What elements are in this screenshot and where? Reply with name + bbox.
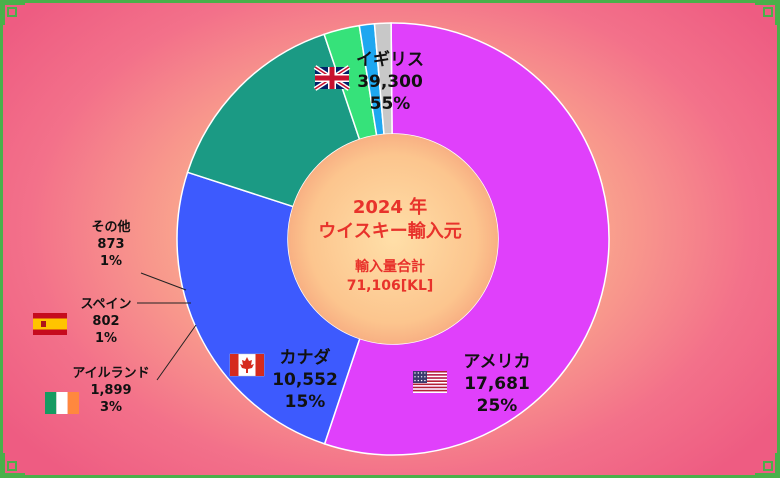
leader-line bbox=[140, 272, 187, 291]
leader-line bbox=[156, 324, 197, 381]
spain-flag-icon bbox=[33, 313, 67, 335]
total-label: 輸入量合計 bbox=[355, 258, 425, 275]
slice-label-percent: 3% bbox=[100, 400, 122, 415]
slice-label-name: アメリカ bbox=[463, 352, 530, 372]
slice-label-value: 873 bbox=[97, 237, 124, 252]
corner-ornament bbox=[3, 3, 25, 25]
slice-label-value: 17,681 bbox=[464, 374, 530, 394]
slice-label-percent: 1% bbox=[100, 254, 122, 269]
corner-ornament bbox=[755, 453, 777, 475]
ireland-flag-icon bbox=[45, 392, 79, 414]
chart-title-line2: ウイスキー輸入元 bbox=[318, 220, 461, 242]
slice-label-percent: 1% bbox=[95, 331, 117, 346]
canada-flag-icon bbox=[229, 353, 265, 377]
slice-label-name: カナダ bbox=[280, 347, 331, 368]
slice-label-name: アイルランド bbox=[72, 366, 149, 381]
us-flag-icon bbox=[413, 371, 447, 393]
slice-label-percent: 15% bbox=[285, 392, 326, 412]
slice-label-value: 802 bbox=[92, 314, 119, 329]
chart-title-line1: 2024 年 bbox=[353, 196, 427, 218]
total-value: 71,106[KL] bbox=[347, 278, 434, 294]
slice-label-name: その他 bbox=[91, 219, 130, 235]
uk-flag-icon bbox=[313, 65, 351, 91]
slice-label-value: 1,899 bbox=[90, 383, 131, 398]
corner-ornament bbox=[755, 3, 777, 25]
slice-label-value: 10,552 bbox=[272, 370, 338, 390]
slice-label-percent: 25% bbox=[477, 396, 518, 416]
slice-label-name: スペイン bbox=[80, 297, 131, 312]
slice-label-name: イギリス bbox=[356, 50, 424, 70]
donut-hole bbox=[288, 134, 498, 344]
slice-2 bbox=[176, 171, 361, 445]
slice-label-value: 39,300 bbox=[357, 72, 423, 92]
corner-ornament bbox=[3, 453, 25, 475]
slice-label-percent: 55% bbox=[370, 94, 411, 114]
